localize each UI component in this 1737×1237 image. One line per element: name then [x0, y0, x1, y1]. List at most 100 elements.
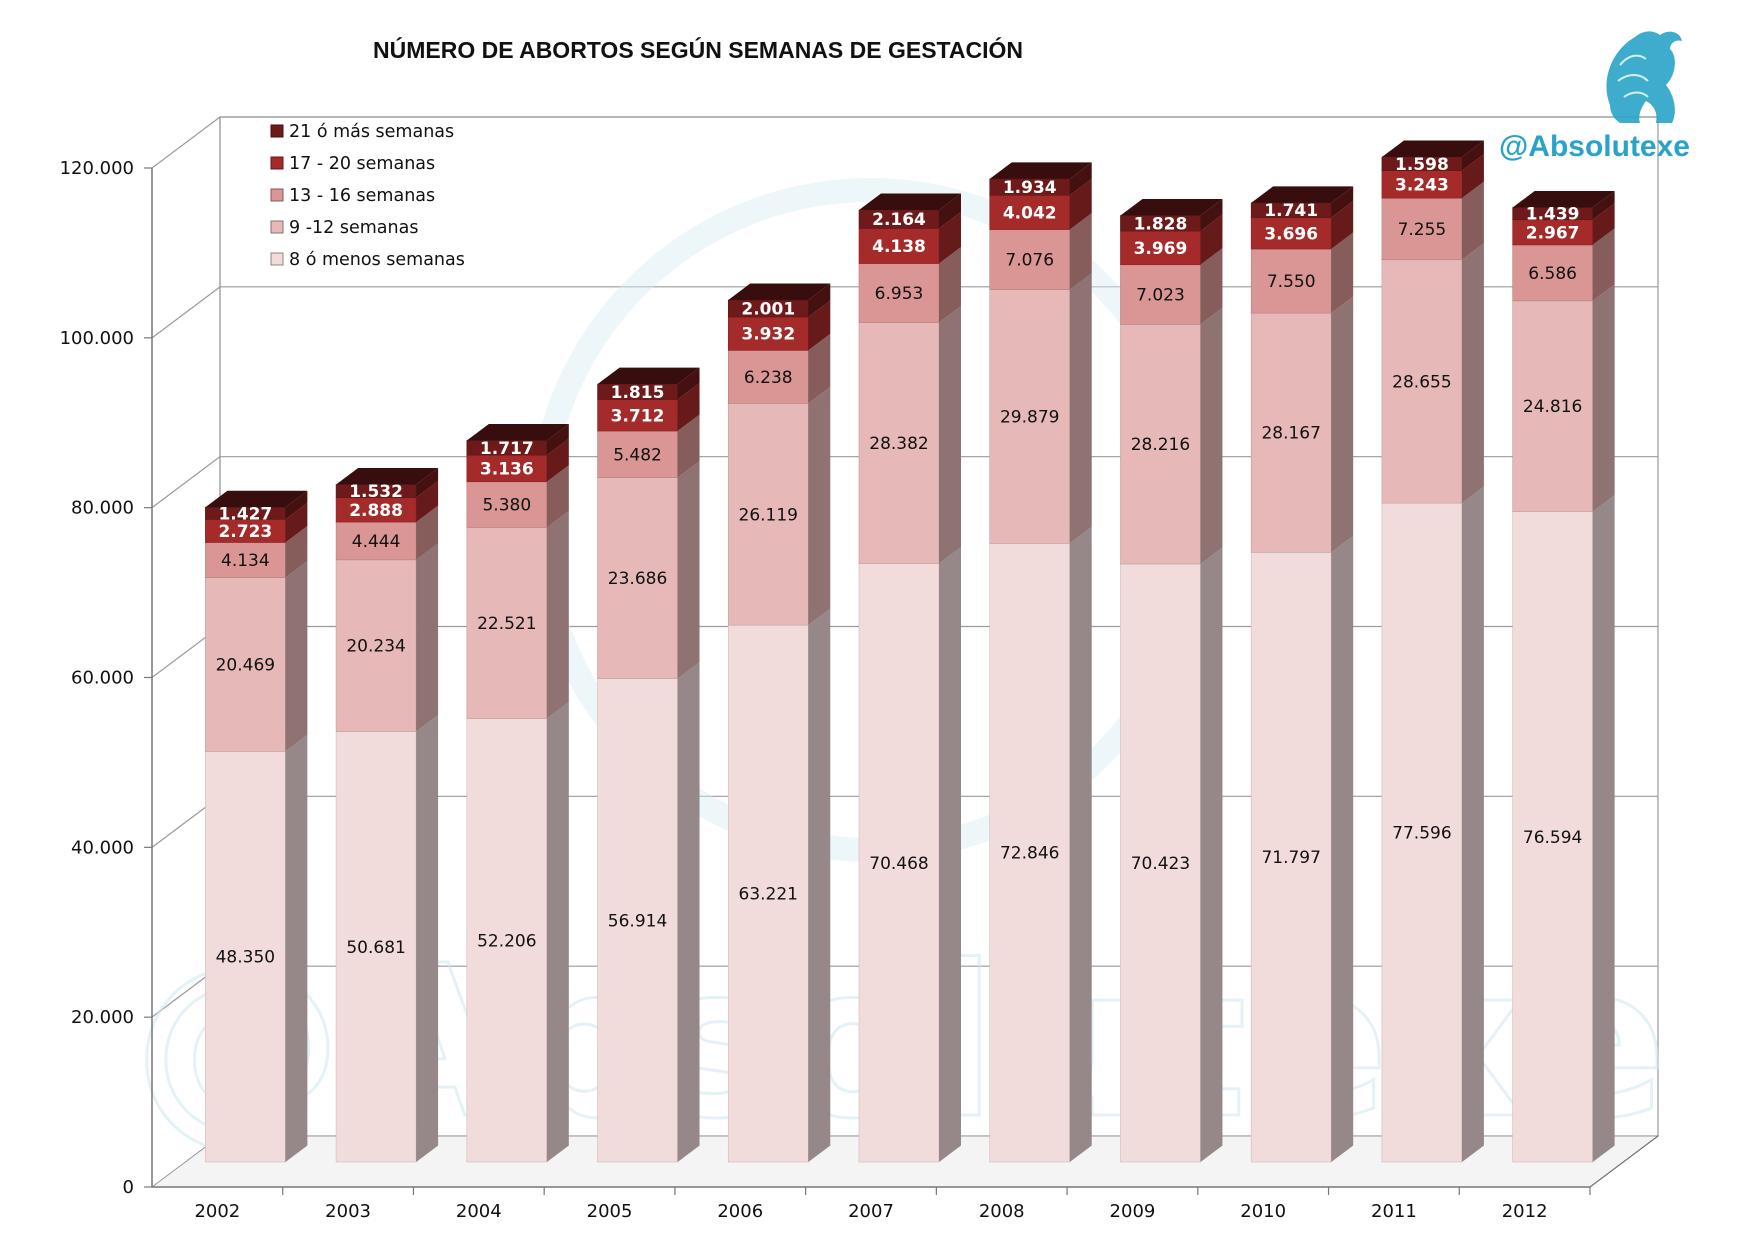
data-label: 4.042	[1003, 203, 1057, 223]
bar-side	[416, 468, 439, 498]
data-label: 7.076	[1005, 251, 1054, 271]
data-label: 52.206	[477, 931, 536, 951]
bar-segment	[989, 289, 1071, 544]
bar-side	[285, 526, 308, 578]
data-label: 5.380	[482, 496, 531, 516]
bar-side	[939, 193, 961, 229]
bar-top	[1120, 199, 1223, 216]
bar-segment	[1512, 300, 1593, 512]
bar-side	[416, 505, 439, 560]
bar-segment	[466, 718, 548, 1163]
data-label: 1.532	[349, 482, 403, 502]
y-tick-label: 0	[123, 1177, 134, 1198]
data-label: 77.596	[1392, 824, 1451, 844]
data-label: 2.723	[218, 522, 272, 542]
bar-top	[336, 468, 439, 485]
legend-swatch	[270, 124, 284, 138]
data-label: 1.598	[1395, 155, 1449, 175]
data-label: 76.594	[1523, 828, 1582, 848]
bar-segment	[1250, 248, 1332, 314]
bar-segment	[597, 477, 678, 680]
brand-handle: @Absolutexe	[1499, 130, 1690, 163]
legend-label: 13 - 16 semanas	[289, 186, 435, 206]
bar-side	[808, 300, 831, 351]
bar-segment	[205, 542, 286, 578]
legend-label: 21 ó más semanas	[289, 122, 454, 142]
data-label: 48.350	[216, 948, 275, 968]
x-tick-label: 2005	[587, 1201, 633, 1222]
y-tick-label: 80.000	[71, 498, 134, 519]
bar-segment	[858, 263, 940, 323]
bar-side	[1200, 214, 1223, 265]
bar-segment	[989, 194, 1071, 230]
bar-top	[597, 367, 700, 385]
bar-side	[1200, 248, 1223, 325]
data-label: 7.255	[1398, 220, 1447, 240]
data-label: 2.967	[1526, 223, 1580, 243]
y-tick-label: 100.000	[60, 328, 134, 349]
bar-side	[1069, 162, 1092, 196]
y-tick-label: 40.000	[71, 837, 134, 858]
bar-side	[677, 662, 700, 1162]
bar-side	[285, 490, 308, 520]
bar-segment	[1512, 219, 1593, 246]
bar-segment	[727, 403, 809, 626]
bar-side	[285, 502, 308, 543]
bar-side	[1331, 296, 1354, 553]
data-label: 56.914	[608, 911, 667, 931]
bar-segment	[1250, 217, 1332, 250]
bar-side	[1200, 547, 1223, 1162]
bar-side	[416, 715, 439, 1162]
bar-side	[1592, 495, 1615, 1162]
bar-side	[808, 608, 831, 1162]
x-tick-label: 2009	[1110, 1201, 1156, 1222]
data-label: 28.382	[869, 434, 928, 454]
bar-segment	[335, 559, 417, 732]
bar-top	[466, 424, 569, 441]
bar-side	[1461, 486, 1484, 1162]
data-label: 23.686	[608, 569, 667, 589]
data-label: 4.134	[221, 551, 270, 571]
data-label: 2.164	[872, 210, 926, 230]
bar-top	[728, 283, 831, 301]
data-label: 3.969	[1134, 239, 1188, 259]
data-label: 3.932	[741, 325, 795, 345]
bar-side	[1331, 535, 1354, 1162]
x-tick-label: 2012	[1502, 1201, 1548, 1222]
x-tick-label: 2007	[848, 1201, 894, 1222]
bar-segment	[1381, 259, 1463, 504]
legend-swatch	[270, 188, 284, 202]
griffin-logo-icon	[1606, 31, 1682, 123]
branding: @Absolutexe	[1499, 31, 1690, 163]
x-tick-label: 2004	[456, 1201, 502, 1222]
bar-side	[1592, 191, 1615, 220]
bar-segment	[597, 678, 678, 1163]
bar-segment	[466, 527, 548, 719]
data-label: 71.797	[1261, 848, 1320, 868]
bar-side	[1069, 273, 1092, 544]
axes: 0 20.000 40.000 60.000 80.000 100.000 120.000 2…	[60, 158, 1659, 1222]
data-label: 26.119	[739, 505, 798, 525]
legend-label: 8 ó menos semanas	[289, 250, 465, 270]
bar-segment	[858, 228, 940, 264]
data-label: 3.712	[611, 406, 665, 426]
x-tick-label: 2011	[1371, 1201, 1417, 1222]
bar-side	[546, 702, 569, 1162]
bar-side	[1331, 232, 1354, 314]
bar-top	[205, 490, 308, 508]
bar-segment	[1120, 264, 1201, 325]
data-label: 70.468	[869, 854, 928, 874]
bar-top	[1381, 140, 1484, 158]
floor-edge	[1589, 1135, 1659, 1188]
bar-segment	[335, 731, 417, 1163]
bar-side	[1592, 203, 1615, 245]
x-tick-label: 2003	[325, 1201, 371, 1222]
bar-segment	[727, 624, 809, 1163]
bar-top	[1251, 186, 1354, 203]
x-tick-label: 2008	[979, 1201, 1025, 1222]
data-label: 1.439	[1526, 205, 1580, 225]
bar-side	[546, 465, 569, 528]
bar-segment	[1120, 563, 1201, 1163]
